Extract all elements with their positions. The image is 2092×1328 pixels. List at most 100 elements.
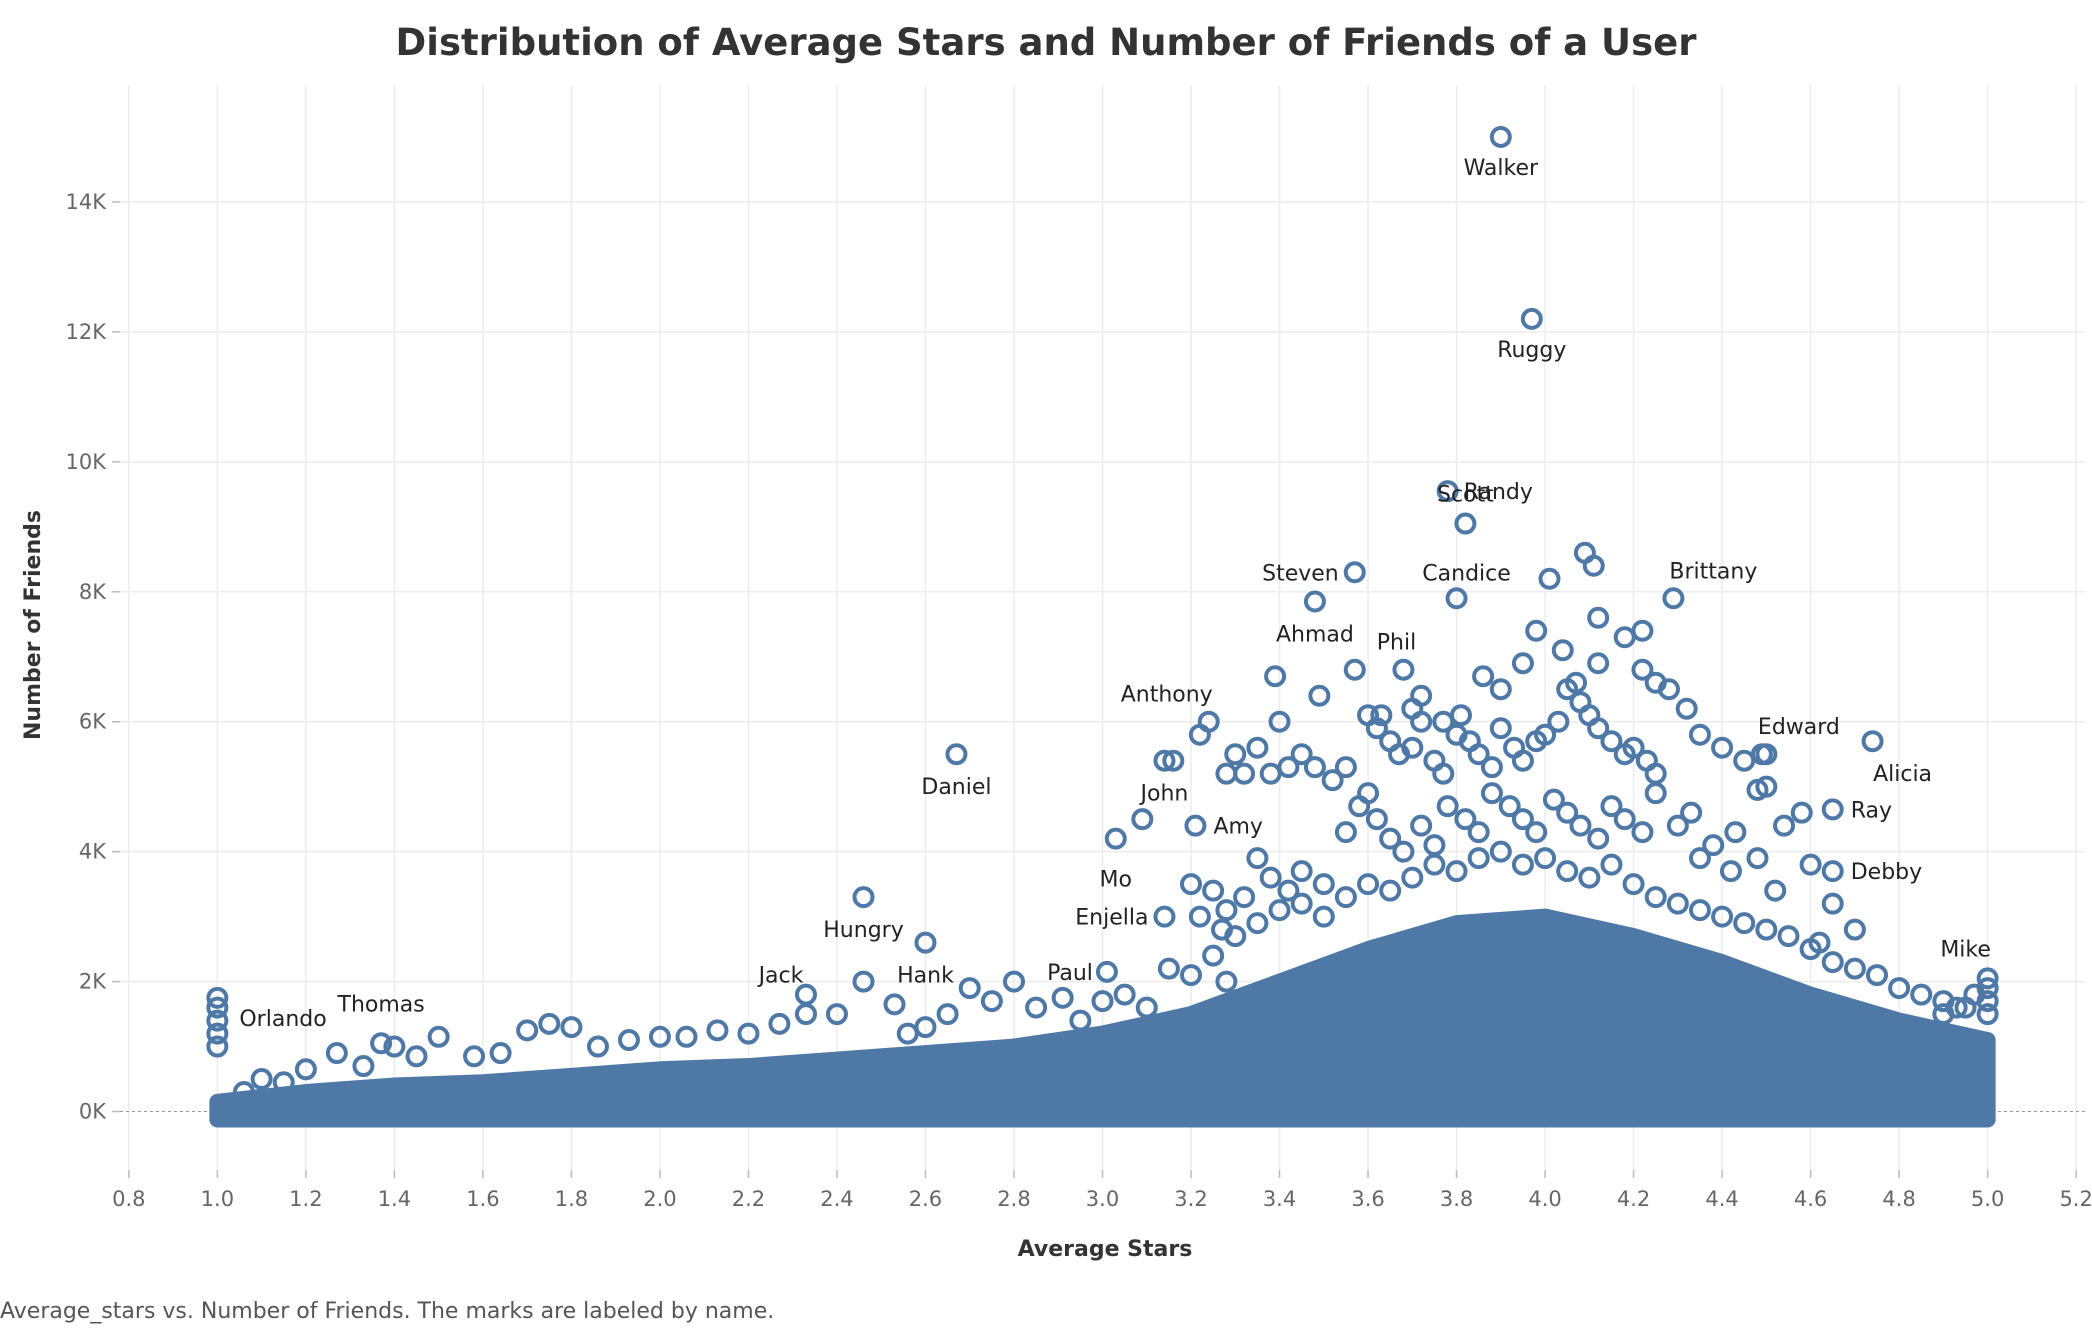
data-point — [538, 1012, 561, 1035]
x-tick-label: 2.6 — [909, 1187, 942, 1211]
labeled-point-edward — [1750, 743, 1773, 766]
labeled-point-daniel — [945, 743, 968, 766]
data-point — [1525, 821, 1548, 844]
data-point — [1246, 912, 1269, 935]
data-point — [1202, 879, 1225, 902]
x-tick-label: 5.2 — [2059, 1187, 2092, 1211]
data-point — [1631, 658, 1654, 681]
data-point — [560, 1016, 583, 1039]
data-point — [1711, 736, 1734, 759]
data-point — [1215, 970, 1238, 993]
data-point — [1644, 762, 1667, 785]
data-point — [1069, 1009, 1092, 1032]
y-axis-ticks: 0K 2K 4K 6K 8K 10K 12K 14K — [66, 190, 120, 1124]
data-point — [1489, 840, 1512, 863]
point-label-daniel: Daniel — [921, 775, 991, 800]
data-point — [1264, 665, 1287, 688]
data-point — [1719, 860, 1742, 883]
x-tick-label: 3.0 — [1086, 1187, 1119, 1211]
point-label-paul: Paul — [1047, 961, 1093, 986]
labeled-point-mo — [1104, 827, 1127, 850]
y-tick-label: 6K — [79, 710, 107, 734]
data-point — [1025, 996, 1048, 1019]
labeled-point-candice — [1445, 587, 1468, 610]
data-point — [1755, 918, 1778, 941]
data-point — [1511, 853, 1534, 876]
x-tick-label: 2.0 — [643, 1187, 676, 1211]
data-point — [1357, 873, 1380, 896]
data-point — [1277, 756, 1300, 779]
x-tick-label: 4.6 — [1794, 1187, 1827, 1211]
data-point — [1467, 847, 1490, 870]
data-point — [516, 1019, 539, 1042]
point-label-anthony: Anthony — [1121, 683, 1213, 708]
point-label-jack: Jack — [757, 964, 804, 989]
data-point — [794, 1003, 817, 1026]
data-point — [1613, 626, 1636, 649]
data-point — [1268, 899, 1291, 922]
data-point — [1790, 801, 1813, 824]
point-label-randy: Randy — [1464, 480, 1533, 505]
labeled-point-mike — [1976, 967, 1999, 990]
data-point — [1290, 892, 1313, 915]
x-tick-label: 2.4 — [820, 1187, 853, 1211]
data-point — [1733, 749, 1756, 772]
point-label-brittany: Brittany — [1669, 559, 1757, 584]
labeled-point-ray — [1821, 798, 1844, 821]
data-point — [617, 1029, 640, 1052]
labeled-point-alicia — [1861, 730, 1884, 753]
data-point — [1688, 847, 1711, 870]
data-point — [1449, 704, 1472, 727]
data-point — [1157, 957, 1180, 980]
data-point — [1746, 847, 1769, 870]
point-label-mike: Mike — [1940, 937, 1991, 962]
data-point — [1843, 918, 1866, 941]
x-tick-label: 1.4 — [378, 1187, 411, 1211]
data-point — [1600, 853, 1623, 876]
labeled-point-debby — [1821, 860, 1844, 883]
x-tick-label: 2.8 — [997, 1187, 1030, 1211]
data-point — [1821, 951, 1844, 974]
point-label-scott: Scott — [1437, 483, 1494, 508]
labeled-point-ruggy — [1520, 307, 1543, 330]
data-point — [1724, 821, 1747, 844]
labeled-point-paul — [1095, 960, 1118, 983]
labeled-point-scott — [1454, 512, 1477, 535]
x-tick-label: 3.8 — [1440, 1187, 1473, 1211]
data-point — [1334, 886, 1357, 909]
data-point — [980, 990, 1003, 1013]
labeled-point-thomas — [370, 1032, 393, 1055]
data-point — [825, 1003, 848, 1026]
labeled-point-anthony — [1197, 710, 1220, 733]
data-point — [1436, 795, 1459, 818]
data-point — [1308, 684, 1331, 707]
data-point — [1410, 814, 1433, 837]
point-label-walker: Walker — [1464, 156, 1539, 181]
data-point — [232, 1081, 255, 1104]
data-point — [352, 1055, 375, 1078]
labeled-point-steven — [1343, 561, 1366, 584]
data-point — [1401, 866, 1424, 889]
data-point — [1180, 873, 1203, 896]
data-point — [737, 1022, 760, 1045]
data-point — [1224, 743, 1247, 766]
data-point — [958, 977, 981, 1000]
data-point — [1290, 860, 1313, 883]
data-point — [1587, 606, 1610, 629]
data-point — [1348, 795, 1371, 818]
data-point — [883, 993, 906, 1016]
data-point — [1733, 912, 1756, 935]
data-point — [1268, 710, 1291, 733]
data-point — [1162, 749, 1185, 772]
data-point — [1498, 795, 1521, 818]
data-point — [1534, 723, 1557, 746]
x-tick-label: 5.0 — [1971, 1187, 2004, 1211]
point-label-steven: Steven — [1262, 561, 1339, 586]
point-label-john: John — [1139, 782, 1189, 807]
data-point — [383, 1035, 406, 1058]
y-axis-label: Number of Friends — [21, 510, 46, 740]
data-point — [1489, 678, 1512, 701]
x-tick-label: 3.4 — [1263, 1187, 1296, 1211]
data-point — [206, 1009, 229, 1032]
